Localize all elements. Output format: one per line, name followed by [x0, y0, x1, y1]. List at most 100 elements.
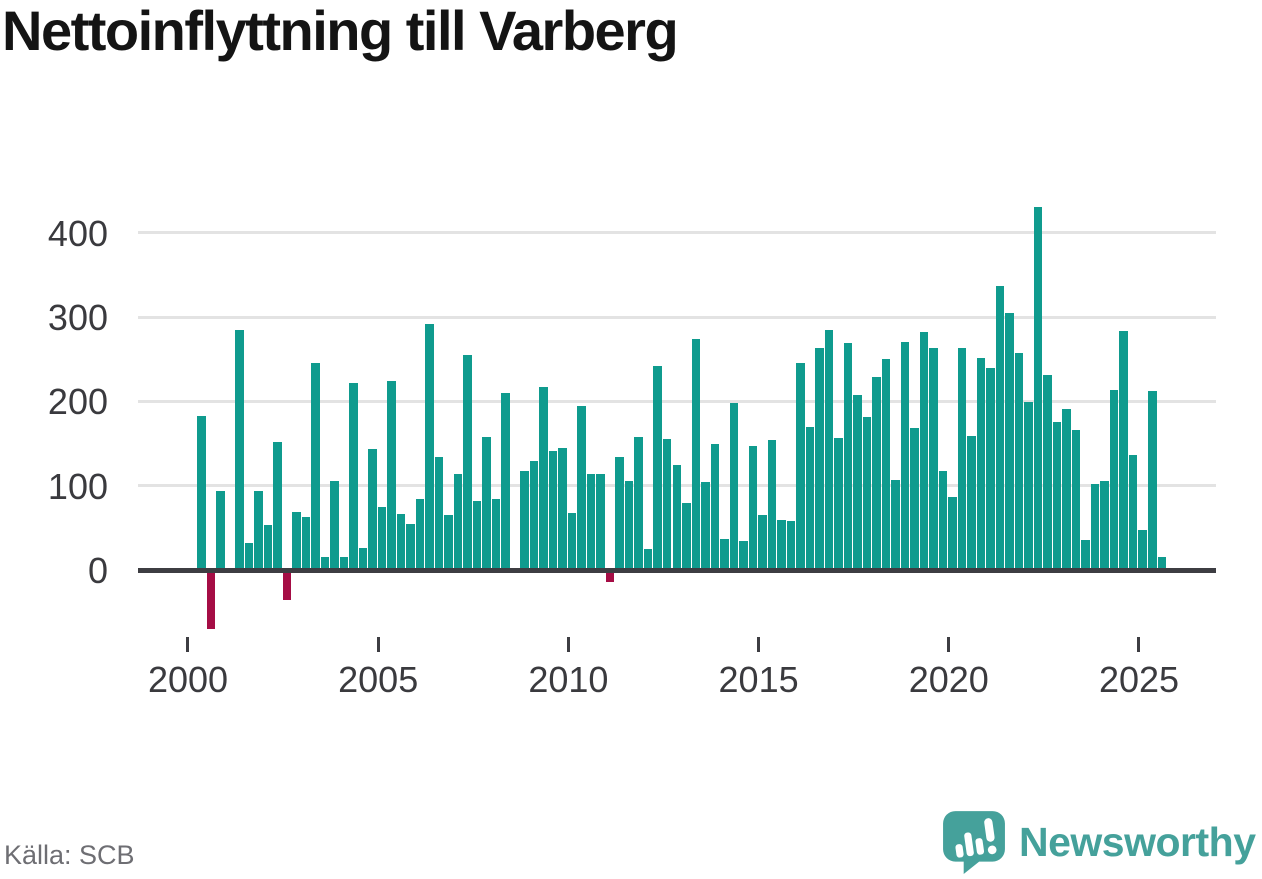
bar — [720, 538, 729, 570]
bar — [1090, 484, 1100, 570]
y-axis-tick-label: 300 — [47, 297, 108, 339]
bar — [586, 473, 596, 570]
bar — [1100, 481, 1109, 570]
bar — [1081, 539, 1090, 570]
bar — [615, 457, 624, 570]
bar — [729, 403, 739, 570]
gridline — [138, 315, 1216, 319]
bar — [358, 548, 368, 570]
bar — [691, 339, 701, 570]
bar — [834, 437, 843, 570]
bar — [767, 440, 777, 570]
bar — [235, 329, 244, 570]
bar — [1052, 421, 1062, 570]
bar — [216, 490, 225, 570]
bar — [701, 482, 710, 570]
x-axis-tick-label: 2025 — [1098, 659, 1180, 700]
bar — [872, 376, 881, 570]
bar — [643, 548, 653, 570]
bar — [197, 415, 206, 570]
bar — [472, 500, 482, 570]
bar — [453, 473, 463, 570]
x-axis-line — [138, 567, 1216, 573]
bar — [796, 362, 805, 570]
y-axis-tick-label: 100 — [47, 465, 108, 507]
bar — [529, 461, 539, 570]
bar — [853, 394, 862, 570]
bar — [682, 502, 691, 570]
bar — [567, 512, 577, 570]
x-axis-tick-mark — [757, 637, 761, 652]
bar — [881, 359, 891, 570]
x-axis-tick-mark — [1137, 637, 1141, 652]
bar — [758, 515, 767, 570]
bar — [624, 480, 634, 570]
x-axis-tick-label: 2020 — [908, 659, 989, 700]
bar — [339, 557, 349, 570]
bar — [672, 465, 681, 570]
x-axis-tick-label: 2000 — [147, 659, 229, 700]
bar — [1128, 454, 1138, 570]
bar — [206, 572, 215, 629]
y-axis-tick-label: 200 — [47, 381, 108, 423]
bar — [910, 428, 919, 570]
newsworthy-wordmark: Newsworthy — [1019, 818, 1256, 865]
bar — [1109, 390, 1119, 570]
bar — [349, 382, 358, 570]
bar — [938, 471, 948, 570]
bar — [1119, 331, 1128, 570]
x-axis-tick-mark — [947, 637, 951, 652]
bar — [387, 381, 396, 570]
bar — [482, 436, 491, 570]
bar — [748, 446, 758, 570]
bar — [596, 473, 605, 570]
bar — [919, 332, 929, 570]
bar — [558, 447, 567, 570]
bar — [292, 511, 301, 570]
bar — [653, 365, 662, 570]
bar — [805, 426, 815, 570]
bar — [311, 363, 320, 570]
x-axis-tick-label: 2015 — [718, 659, 799, 700]
bar — [957, 348, 967, 570]
bar — [948, 496, 957, 570]
bar — [777, 520, 786, 570]
bar — [1024, 402, 1033, 570]
bar — [463, 355, 472, 570]
bar — [1043, 375, 1052, 570]
bar — [377, 506, 387, 570]
gridline — [138, 231, 1216, 235]
bar — [1138, 530, 1147, 570]
bar — [995, 285, 1005, 570]
bar — [501, 392, 510, 570]
bar — [444, 515, 453, 570]
chart-title: Nettoinflyttning till Varberg — [2, 0, 679, 62]
bar — [1005, 312, 1014, 570]
bar — [301, 516, 311, 570]
x-axis-tick-label: 2010 — [528, 659, 609, 700]
bar — [577, 406, 586, 570]
bar — [786, 521, 796, 570]
bar — [1071, 430, 1081, 570]
bar — [282, 572, 292, 601]
bar — [539, 387, 548, 570]
bar — [967, 435, 976, 570]
bar — [1062, 408, 1071, 570]
bar — [1157, 557, 1166, 570]
bar — [634, 436, 643, 570]
bar — [548, 451, 558, 570]
bar — [605, 572, 615, 582]
bar — [425, 323, 434, 570]
bar — [491, 499, 501, 570]
bar — [815, 348, 824, 570]
x-axis-tick-mark — [186, 637, 190, 652]
bar — [843, 343, 853, 570]
bar — [273, 441, 282, 570]
bar — [263, 525, 273, 570]
bar — [710, 443, 720, 570]
bar — [662, 439, 672, 570]
bar — [1033, 206, 1043, 570]
bar — [415, 499, 425, 570]
